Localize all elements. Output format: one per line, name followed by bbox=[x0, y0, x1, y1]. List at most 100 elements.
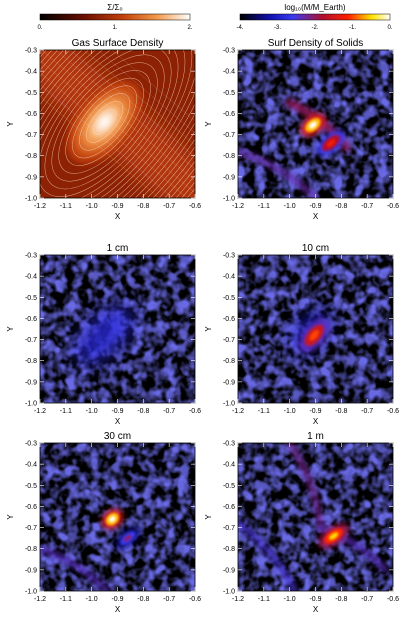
y-tick-label: -0.5 bbox=[25, 483, 37, 490]
y-tick-label: -0.6 bbox=[223, 111, 235, 118]
x-tick-label: -1.1 bbox=[258, 408, 270, 415]
panel-title: 1 cm bbox=[107, 243, 129, 254]
y-tick-label: -0.8 bbox=[25, 546, 37, 553]
y-tick-label: -0.3 bbox=[223, 441, 235, 448]
colorbar-solids-tick: -4. bbox=[236, 25, 243, 31]
x-axis-label: X bbox=[115, 212, 121, 221]
panel-title: Surf Density of Solids bbox=[268, 38, 364, 49]
gas-peak bbox=[99, 116, 110, 128]
gas-contour bbox=[40, 50, 195, 198]
density-peak-core bbox=[309, 330, 319, 341]
density-arc bbox=[287, 443, 324, 531]
colorbar-gas-gradient bbox=[39, 13, 191, 21]
x-tick-label: -1.2 bbox=[34, 408, 46, 415]
panel-title: 1 m bbox=[307, 431, 324, 442]
y-tick-label: -0.4 bbox=[223, 462, 235, 469]
gas-contour bbox=[40, 72, 188, 198]
colorbar-solids-tick: -3. bbox=[274, 25, 281, 31]
gas-contour bbox=[40, 84, 174, 198]
panel-0: -1.2 -1.1 -1.0 -0.9 -0.8 -0.7 -0.6 -1.0 -0.9 -0.8… bbox=[6, 38, 201, 221]
y-axis-label: Y bbox=[6, 121, 15, 127]
y-tick-label: -0.8 bbox=[25, 153, 37, 160]
panel-5: -1.2 -1.1 -1.0 -0.9 -0.8 -0.7 -0.6 -1.0 -0.9 -0.8… bbox=[204, 431, 399, 614]
density-peak-core bbox=[326, 138, 336, 148]
y-tick-label: -0.7 bbox=[223, 132, 235, 139]
x-tick-label: -1.1 bbox=[258, 203, 270, 210]
x-tick-label: -1.2 bbox=[232, 203, 244, 210]
x-tick-label: -0.7 bbox=[163, 203, 175, 210]
x-tick-label: -0.7 bbox=[361, 203, 373, 210]
y-tick-label: -0.4 bbox=[25, 462, 37, 469]
y-tick-label: -0.4 bbox=[25, 69, 37, 76]
colorbar-gas-label: Σ/Σ₀ bbox=[107, 3, 122, 12]
panel-title: Gas Surface Density bbox=[72, 38, 164, 49]
x-tick-label: -1.1 bbox=[258, 596, 270, 603]
gas-contour bbox=[55, 50, 195, 170]
gas-contour bbox=[40, 50, 193, 198]
gas-contour bbox=[40, 50, 195, 198]
colorbar-gas-tick: 1. bbox=[112, 25, 117, 31]
plot-area bbox=[238, 443, 393, 591]
density-peak-core bbox=[309, 121, 317, 129]
colorbar-gas-tick: 0. bbox=[37, 25, 42, 31]
y-tick-label: -0.5 bbox=[25, 295, 37, 302]
gas-contour bbox=[40, 60, 195, 194]
x-tick-label: -1.0 bbox=[284, 408, 296, 415]
gas-contour bbox=[65, 77, 144, 166]
y-tick-label: -0.6 bbox=[25, 111, 37, 118]
y-axis-label: Y bbox=[204, 326, 213, 332]
x-tick-label: -0.7 bbox=[163, 408, 175, 415]
y-tick-label: -0.7 bbox=[223, 337, 235, 344]
y-tick-label: -0.8 bbox=[223, 546, 235, 553]
x-tick-label: -0.9 bbox=[309, 408, 321, 415]
solid-speckle bbox=[238, 443, 393, 591]
gas-contour bbox=[40, 50, 195, 198]
gas-contour bbox=[40, 50, 195, 198]
gas-contour bbox=[72, 85, 137, 159]
density-arc bbox=[238, 520, 298, 591]
y-tick-label: -1.0 bbox=[223, 589, 235, 596]
gas-contour bbox=[40, 50, 195, 198]
panel-2: -1.2 -1.1 -1.0 -0.9 -0.8 -0.7 -0.6 -1.0 -0.9 -0.8… bbox=[6, 243, 201, 426]
y-tick-label: -0.7 bbox=[25, 132, 37, 139]
density-arc bbox=[40, 546, 110, 591]
x-tick-label: -0.9 bbox=[111, 408, 123, 415]
x-tick-label: -0.8 bbox=[335, 203, 347, 210]
x-tick-label: -0.6 bbox=[387, 408, 399, 415]
y-tick-label: -0.9 bbox=[223, 379, 235, 386]
colorbar-solids-tick: -2. bbox=[311, 25, 318, 31]
x-axis-label: X bbox=[313, 417, 319, 426]
colorbar-gas-tick: 2. bbox=[187, 25, 192, 31]
y-tick-label: -0.5 bbox=[25, 90, 37, 97]
gas-contour bbox=[40, 50, 195, 198]
x-tick-label: -0.7 bbox=[163, 596, 175, 603]
y-tick-label: -0.5 bbox=[223, 483, 235, 490]
y-tick-label: -0.6 bbox=[25, 316, 37, 323]
x-tick-label: -1.1 bbox=[60, 408, 72, 415]
colorbar-solids-gradient bbox=[239, 13, 391, 21]
x-tick-label: -1.1 bbox=[60, 203, 72, 210]
colorbar-gas: Σ/Σ₀ 0. 1. 2. bbox=[37, 3, 192, 31]
x-axis-label: X bbox=[115, 605, 121, 614]
y-tick-label: -0.9 bbox=[223, 567, 235, 574]
y-tick-label: -0.5 bbox=[223, 90, 235, 97]
y-tick-label: -0.4 bbox=[223, 69, 235, 76]
x-tick-label: -0.6 bbox=[387, 203, 399, 210]
y-tick-label: -0.7 bbox=[25, 525, 37, 532]
x-tick-label: -1.2 bbox=[34, 203, 46, 210]
y-tick-label: -0.7 bbox=[223, 525, 235, 532]
density-arc bbox=[238, 148, 319, 198]
y-tick-label: -0.3 bbox=[223, 253, 235, 260]
gas-contour bbox=[69, 50, 195, 158]
gas-contour bbox=[111, 50, 195, 122]
density-peak-core bbox=[124, 534, 132, 542]
x-tick-label: -1.2 bbox=[232, 408, 244, 415]
x-tick-label: -0.7 bbox=[361, 408, 373, 415]
gas-contour bbox=[92, 108, 117, 135]
gas-contour bbox=[40, 50, 195, 198]
y-axis-label: Y bbox=[6, 326, 15, 332]
density-peak-core bbox=[328, 532, 339, 540]
gas-contour bbox=[40, 50, 179, 198]
y-tick-label: -0.6 bbox=[223, 316, 235, 323]
